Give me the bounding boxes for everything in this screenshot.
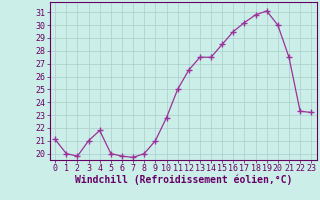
X-axis label: Windchill (Refroidissement éolien,°C): Windchill (Refroidissement éolien,°C): [75, 175, 292, 185]
